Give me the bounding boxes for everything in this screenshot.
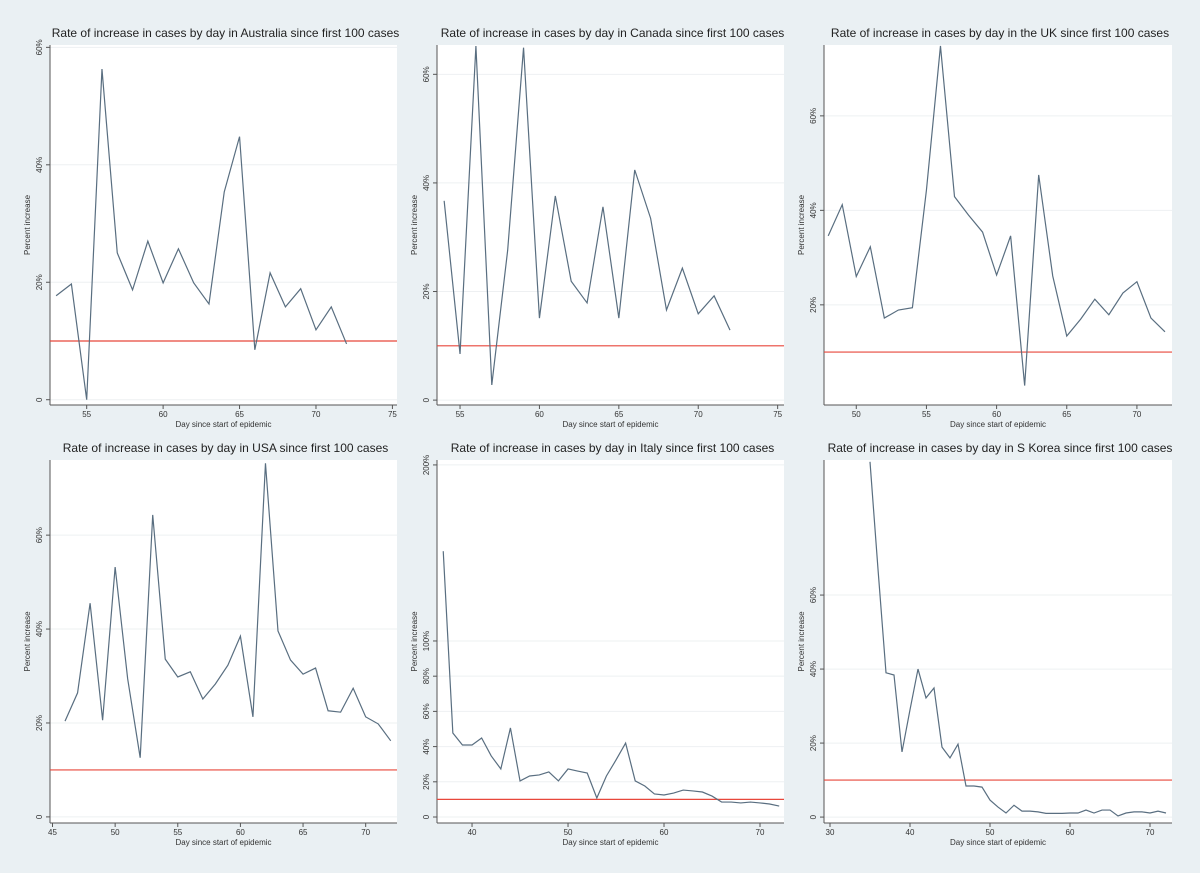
y-tick-label: 60%	[422, 703, 431, 719]
x-tick-label: 55	[82, 410, 91, 419]
data-line	[55, 69, 348, 400]
y-axis-title: Percent increase	[410, 611, 419, 672]
x-tick-label: 65	[614, 410, 623, 419]
y-tick-label: 20%	[809, 735, 818, 751]
x-tick-label: 70	[1132, 410, 1141, 419]
plot-area	[50, 460, 397, 823]
x-tick-label: 70	[1146, 828, 1155, 837]
data-line	[64, 463, 392, 758]
x-tick-label: 60	[660, 828, 669, 837]
plot-area	[50, 45, 397, 405]
series	[55, 69, 348, 400]
series	[64, 463, 392, 758]
data-line	[443, 46, 731, 385]
y-tick-label: 20%	[35, 715, 44, 731]
y-axis-title: Percent increase	[797, 611, 806, 672]
y-tick-label: 40%	[35, 157, 44, 173]
plot-area	[824, 460, 1172, 823]
x-tick-label: 65	[235, 410, 244, 419]
x-tick-label: 50	[111, 828, 120, 837]
x-tick-label: 30	[826, 828, 835, 837]
y-tick-label: 40%	[35, 621, 44, 637]
series	[827, 45, 1166, 386]
x-tick-label: 70	[694, 410, 703, 419]
y-tick-label: 100%	[422, 631, 431, 651]
x-tick-label: 50	[564, 828, 573, 837]
x-tick-label: 70	[312, 410, 321, 419]
x-tick-label: 60	[535, 410, 544, 419]
y-tick-label: 60%	[809, 108, 818, 124]
x-tick-label: 40	[468, 828, 477, 837]
plot-area	[437, 460, 784, 823]
chart-title: Rate of increase in cases by day in Ital…	[451, 441, 775, 455]
y-axis-title: Percent increase	[797, 194, 806, 255]
y-tick-label: 60%	[35, 39, 44, 55]
y-tick-label: 0	[422, 814, 431, 819]
x-tick-label: 50	[986, 828, 995, 837]
chart-title: Rate of increase in cases by day in Cana…	[441, 26, 785, 40]
y-tick-label: 20%	[809, 297, 818, 313]
chart-title: Rate of increase in cases by day in USA …	[63, 441, 389, 455]
data-line	[827, 45, 1166, 386]
x-tick-label: 75	[388, 410, 397, 419]
y-tick-label: 0	[422, 397, 431, 402]
y-tick-label: 60%	[809, 587, 818, 603]
y-tick-label: 20%	[35, 274, 44, 290]
x-tick-label: 65	[1062, 410, 1071, 419]
series	[443, 46, 731, 385]
y-tick-label: 200%	[422, 455, 431, 475]
y-tick-label: 40%	[809, 661, 818, 677]
y-axis-title: Percent increase	[23, 611, 32, 672]
x-axis-title: Day since start of epidemic	[950, 420, 1046, 429]
plot-area	[437, 45, 784, 405]
x-tick-label: 70	[756, 828, 765, 837]
series	[869, 461, 1167, 817]
x-tick-label: 40	[906, 828, 915, 837]
x-axis-title: Day since start of epidemic	[562, 838, 658, 847]
x-tick-label: 55	[173, 828, 182, 837]
x-tick-label: 70	[361, 828, 370, 837]
x-axis-title: Day since start of epidemic	[950, 838, 1046, 847]
chart-title: Rate of increase in cases by day in S Ko…	[828, 441, 1173, 455]
y-axis-title: Percent increase	[23, 194, 32, 255]
x-tick-label: 50	[852, 410, 861, 419]
y-tick-label: 40%	[422, 739, 431, 755]
y-tick-label: 40%	[809, 202, 818, 218]
x-axis-title: Day since start of epidemic	[175, 838, 271, 847]
y-tick-label: 0	[809, 814, 818, 819]
x-tick-label: 55	[922, 410, 931, 419]
y-tick-label: 20%	[422, 284, 431, 300]
x-tick-label: 75	[773, 410, 782, 419]
y-axis-title: Percent increase	[410, 194, 419, 255]
y-tick-label: 60%	[35, 527, 44, 543]
x-tick-label: 55	[456, 410, 465, 419]
y-tick-label: 80%	[422, 668, 431, 684]
data-line	[442, 551, 780, 807]
y-tick-label: 60%	[422, 66, 431, 82]
x-axis-title: Day since start of epidemic	[562, 420, 658, 429]
chart-title: Rate of increase in cases by day in the …	[831, 26, 1169, 40]
x-tick-label: 65	[299, 828, 308, 837]
y-tick-label: 0	[35, 397, 44, 402]
plot-area	[824, 45, 1172, 405]
series	[442, 551, 780, 807]
y-tick-label: 0	[35, 814, 44, 819]
x-tick-label: 60	[236, 828, 245, 837]
y-tick-label: 40%	[422, 175, 431, 191]
y-tick-label: 20%	[422, 774, 431, 790]
x-axis-title: Day since start of epidemic	[175, 420, 271, 429]
chart-title: Rate of increase in cases by day in Aust…	[52, 26, 400, 40]
x-tick-label: 60	[159, 410, 168, 419]
x-tick-label: 60	[992, 410, 1001, 419]
data-line	[869, 461, 1167, 817]
x-tick-label: 60	[1066, 828, 1075, 837]
x-tick-label: 45	[48, 828, 57, 837]
